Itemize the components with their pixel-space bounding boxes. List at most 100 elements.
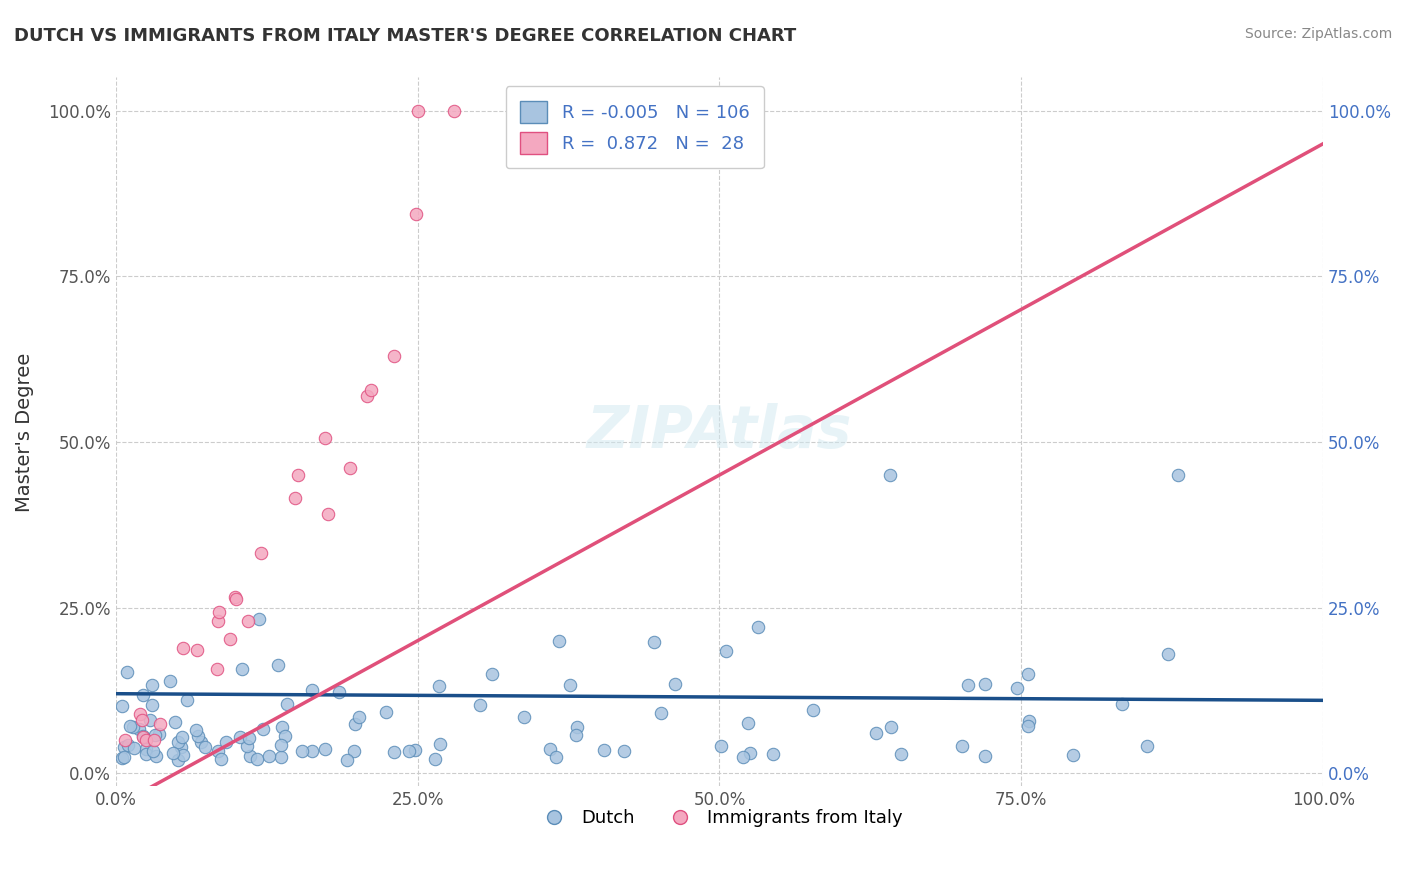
Dutch xyxy=(425,751,447,765)
Dutch xyxy=(1062,747,1084,762)
Dutch xyxy=(238,731,260,745)
Text: DUTCH VS IMMIGRANTS FROM ITALY MASTER'S DEGREE CORRELATION CHART: DUTCH VS IMMIGRANTS FROM ITALY MASTER'S … xyxy=(14,27,796,45)
Immigrants from Italy xyxy=(208,605,231,619)
Dutch xyxy=(336,753,359,767)
Dutch xyxy=(291,744,314,758)
Dutch xyxy=(270,738,292,752)
Dutch xyxy=(167,734,190,748)
Dutch xyxy=(117,738,139,752)
Dutch xyxy=(252,722,274,736)
Dutch xyxy=(1111,697,1133,711)
Dutch xyxy=(427,679,450,693)
Dutch xyxy=(247,612,270,626)
Dutch xyxy=(747,620,769,634)
Dutch xyxy=(267,658,290,673)
Text: ZIPAtlas: ZIPAtlas xyxy=(586,403,852,460)
Dutch xyxy=(167,753,190,767)
Dutch xyxy=(141,698,163,713)
Dutch xyxy=(710,739,733,753)
Dutch xyxy=(565,728,588,742)
Dutch xyxy=(190,735,212,749)
Dutch xyxy=(468,698,491,713)
Immigrants from Italy xyxy=(316,508,339,522)
Immigrants from Italy xyxy=(250,546,273,560)
Immigrants from Italy xyxy=(134,733,156,747)
Dutch xyxy=(142,744,165,758)
Immigrants from Italy xyxy=(443,103,465,118)
Dutch xyxy=(548,633,571,648)
Dutch xyxy=(375,706,398,720)
Dutch xyxy=(270,750,292,764)
Dutch xyxy=(145,748,167,763)
Dutch xyxy=(170,730,193,744)
Legend: Dutch, Immigrants from Italy: Dutch, Immigrants from Italy xyxy=(529,802,910,834)
Dutch xyxy=(344,717,367,731)
Dutch xyxy=(246,752,269,766)
Dutch xyxy=(737,716,759,731)
Immigrants from Italy xyxy=(314,431,336,445)
Immigrants from Italy xyxy=(224,590,246,604)
Immigrants from Italy xyxy=(172,640,194,655)
Immigrants from Italy xyxy=(142,733,165,747)
Dutch xyxy=(138,713,160,727)
Dutch xyxy=(176,693,198,707)
Dutch xyxy=(170,740,193,755)
Dutch xyxy=(1136,739,1159,754)
Dutch xyxy=(593,743,616,757)
Text: Source: ZipAtlas.com: Source: ZipAtlas.com xyxy=(1244,27,1392,41)
Dutch xyxy=(481,666,503,681)
Dutch xyxy=(143,727,166,741)
Dutch xyxy=(865,726,887,740)
Dutch xyxy=(398,744,420,758)
Dutch xyxy=(880,720,903,734)
Dutch xyxy=(343,744,366,758)
Dutch xyxy=(404,743,426,757)
Dutch xyxy=(301,744,323,758)
Dutch xyxy=(560,677,582,691)
Dutch xyxy=(974,676,997,690)
Dutch xyxy=(172,747,194,762)
Dutch xyxy=(950,739,973,753)
Dutch xyxy=(141,678,163,692)
Dutch xyxy=(132,688,155,702)
Immigrants from Italy xyxy=(129,707,152,722)
Dutch xyxy=(239,749,262,764)
Dutch xyxy=(429,737,451,751)
Dutch xyxy=(274,729,297,743)
Dutch xyxy=(512,710,534,724)
Y-axis label: Master's Degree: Master's Degree xyxy=(15,352,34,512)
Dutch xyxy=(231,661,253,675)
Immigrants from Italy xyxy=(114,733,136,747)
Dutch xyxy=(762,747,785,761)
Dutch xyxy=(643,634,665,648)
Dutch xyxy=(124,741,146,756)
Dutch xyxy=(716,644,738,658)
Dutch xyxy=(165,715,187,730)
Dutch xyxy=(382,745,405,759)
Dutch xyxy=(194,740,217,755)
Immigrants from Italy xyxy=(186,642,208,657)
Dutch xyxy=(228,730,250,744)
Immigrants from Italy xyxy=(238,614,260,628)
Dutch xyxy=(235,739,257,754)
Immigrants from Italy xyxy=(132,730,155,744)
Dutch xyxy=(209,752,232,766)
Dutch xyxy=(162,746,184,760)
Dutch xyxy=(159,673,181,688)
Dutch xyxy=(733,750,755,764)
Dutch xyxy=(184,723,207,738)
Immigrants from Italy xyxy=(205,662,228,676)
Dutch xyxy=(215,735,238,749)
Dutch xyxy=(740,746,762,760)
Dutch xyxy=(111,751,134,765)
Immigrants from Italy xyxy=(218,632,240,646)
Immigrants from Italy xyxy=(131,713,153,727)
Dutch xyxy=(135,741,157,756)
Dutch xyxy=(121,720,143,734)
Dutch xyxy=(148,727,170,741)
Dutch xyxy=(271,720,294,734)
Dutch xyxy=(650,706,672,721)
Dutch xyxy=(128,722,150,736)
Dutch xyxy=(540,742,562,756)
Immigrants from Italy xyxy=(339,460,361,475)
